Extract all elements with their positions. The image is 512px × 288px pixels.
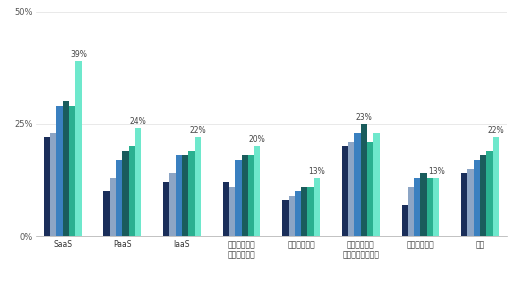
- Bar: [367, 142, 373, 236]
- Text: 23%: 23%: [355, 113, 372, 122]
- Bar: [129, 146, 135, 236]
- Bar: [408, 187, 414, 236]
- Bar: [235, 160, 242, 236]
- Bar: [110, 178, 116, 236]
- Bar: [426, 178, 433, 236]
- Bar: [461, 173, 467, 236]
- Bar: [282, 200, 289, 236]
- Text: 39%: 39%: [70, 50, 87, 59]
- Bar: [474, 160, 480, 236]
- Bar: [433, 178, 439, 236]
- Bar: [348, 142, 354, 236]
- Bar: [354, 133, 361, 236]
- Bar: [103, 191, 110, 236]
- Bar: [116, 160, 122, 236]
- Bar: [169, 173, 176, 236]
- Bar: [373, 133, 380, 236]
- Text: 22%: 22%: [487, 126, 504, 135]
- Bar: [163, 182, 169, 236]
- Bar: [188, 151, 195, 236]
- Bar: [361, 124, 367, 236]
- Bar: [69, 106, 75, 236]
- Bar: [493, 137, 499, 236]
- Bar: [75, 61, 81, 236]
- Bar: [420, 173, 426, 236]
- Bar: [295, 191, 301, 236]
- Bar: [135, 128, 141, 236]
- Bar: [289, 196, 295, 236]
- Bar: [182, 155, 188, 236]
- Text: 22%: 22%: [189, 126, 206, 135]
- Bar: [301, 187, 308, 236]
- Bar: [414, 178, 420, 236]
- Bar: [342, 146, 348, 236]
- Bar: [480, 155, 486, 236]
- Bar: [248, 155, 254, 236]
- Bar: [56, 106, 62, 236]
- Text: 24%: 24%: [130, 117, 146, 126]
- Bar: [486, 151, 493, 236]
- Text: 13%: 13%: [428, 166, 444, 175]
- Bar: [44, 137, 50, 236]
- Bar: [62, 101, 69, 236]
- Bar: [229, 187, 235, 236]
- Bar: [242, 155, 248, 236]
- Bar: [50, 133, 56, 236]
- Bar: [467, 169, 474, 236]
- Bar: [314, 178, 320, 236]
- Bar: [122, 151, 129, 236]
- Bar: [195, 137, 201, 236]
- Text: 13%: 13%: [309, 166, 325, 175]
- Bar: [176, 155, 182, 236]
- Bar: [308, 187, 314, 236]
- Bar: [223, 182, 229, 236]
- Text: 20%: 20%: [249, 135, 266, 144]
- Bar: [254, 146, 261, 236]
- Bar: [401, 205, 408, 236]
